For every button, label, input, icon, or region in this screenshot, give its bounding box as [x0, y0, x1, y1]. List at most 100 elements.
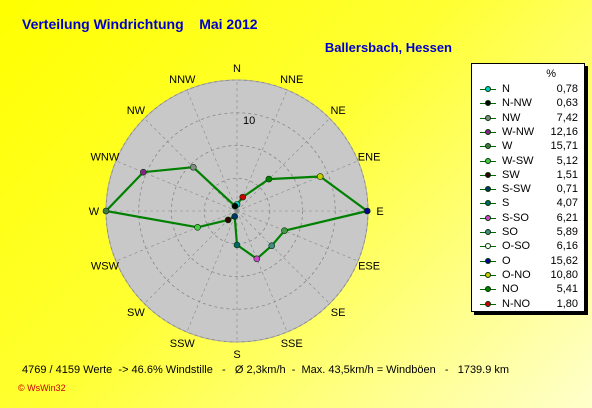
legend-item: SW 1,51 — [472, 168, 584, 183]
legend-item: N 0,78 — [472, 82, 584, 97]
direction-label-NE: NE — [330, 105, 345, 117]
legend-dot-marker — [485, 214, 491, 221]
legend-name: S — [502, 197, 510, 210]
legend-value: 5,12 — [556, 154, 578, 167]
chart-title: Verteilung Windrichtung Mai 2012 — [22, 16, 258, 32]
direction-label-SSW: SSW — [170, 338, 196, 350]
legend-dot-marker — [485, 271, 491, 278]
grid-spoke-NE — [236, 118, 330, 212]
grid-spoke-NNE — [236, 89, 288, 212]
grid-spoke-WSW — [115, 210, 238, 262]
legend-name: SO — [502, 226, 518, 238]
legend-name: O-SO — [502, 240, 531, 253]
legend-item: W-SW 5,12 — [472, 154, 584, 169]
legend-value: 7,42 — [556, 111, 578, 124]
data-point-WSW — [194, 224, 201, 231]
grid-spoke-ENE — [236, 160, 359, 212]
direction-label-S: S — [233, 349, 240, 361]
legend-item: W 15,71 — [472, 139, 584, 154]
legend-dot-marker — [485, 229, 491, 235]
legend-value: 5,89 — [556, 226, 578, 238]
data-point-WNW — [140, 168, 147, 176]
grid-spoke-WNW — [115, 160, 238, 212]
legend-dot-marker — [485, 100, 491, 107]
grid-spoke-SSE — [236, 210, 288, 333]
legend-item: W-NW 12,16 — [472, 125, 584, 140]
legend-name: N-NW — [502, 97, 532, 110]
legend-item: O-SO 6,16 — [472, 239, 584, 254]
legend-item: N-NO 1,80 — [472, 297, 584, 312]
data-point-SSE — [253, 255, 261, 263]
legend-name: W-NW — [502, 125, 535, 138]
legend-name: SW — [502, 168, 520, 181]
legend-item: S 4,07 — [472, 196, 584, 211]
direction-label-NW: NW — [127, 105, 146, 117]
legend-item: O 15,62 — [472, 254, 584, 269]
direction-label-NNW: NNW — [169, 74, 196, 86]
direction-label-N: N — [233, 63, 241, 75]
legend-dot-marker — [485, 128, 491, 135]
data-point-NNE — [239, 193, 247, 201]
direction-label-E: E — [376, 206, 383, 218]
legend: % N 0,78 N-NW 0,63 NW 7,42 W-NW 12,16 W 15,71 W-SW… — [471, 63, 585, 312]
legend-value: 10,80 — [550, 268, 578, 281]
legend-item: NO 5,41 — [472, 282, 584, 297]
legend-dot-marker — [485, 157, 491, 164]
legend-name: W — [502, 140, 513, 153]
legend-name: N — [502, 83, 510, 95]
data-point-NNW — [231, 202, 239, 210]
legend-dot-marker — [485, 286, 491, 293]
legend-value: 15,62 — [550, 254, 578, 267]
data-point-SE — [268, 242, 276, 250]
ring-label: 10 — [243, 115, 255, 127]
direction-label-SW: SW — [127, 307, 145, 319]
direction-label-W: W — [89, 206, 100, 218]
legend-value: 1,51 — [556, 168, 578, 181]
grid-spoke-NW — [144, 118, 238, 212]
grid-spoke-SSW — [186, 210, 238, 333]
data-point-ENE — [316, 173, 324, 180]
data-point-W — [102, 207, 110, 215]
data-point-ESE — [281, 227, 288, 234]
legend-unit: % — [546, 68, 556, 80]
legend-dot-marker — [485, 243, 491, 250]
location-subtitle: Ballersbach, Hessen — [324, 40, 452, 55]
legend-name: N-NO — [502, 297, 531, 310]
grid-spoke-SW — [144, 210, 238, 304]
legend-name: S-SO — [502, 211, 529, 224]
legend-name: NO — [502, 283, 519, 296]
data-point-E — [363, 207, 371, 215]
legend-value: 1,80 — [556, 297, 578, 310]
data-point-S — [233, 241, 241, 249]
data-point-NW — [189, 163, 197, 171]
legend-name: O — [502, 254, 511, 267]
data-point-SW — [224, 216, 232, 224]
legend-item: SO 5,89 — [472, 225, 584, 240]
direction-label-SE: SE — [331, 307, 346, 319]
grid-spoke-SE — [236, 210, 330, 304]
direction-label-ESE: ESE — [358, 261, 380, 273]
direction-label-NNE: NNE — [280, 74, 303, 86]
legend-item: N-NW 0,63 — [472, 96, 584, 111]
legend-item: S-SO 6,21 — [472, 211, 584, 226]
legend-value: 6,16 — [556, 240, 578, 253]
legend-name: S-SW — [502, 183, 531, 196]
legend-value: 15,71 — [550, 140, 578, 153]
statistics-footer: 4769 / 4159 Werte -> 46.6% Windstille - … — [22, 364, 510, 376]
legend-item: O-NO 10,80 — [472, 268, 584, 283]
legend-dot-marker — [485, 143, 491, 150]
legend-value: 6,21 — [556, 211, 578, 224]
legend-item: S-SW 0,71 — [472, 182, 584, 197]
legend-dot-marker — [485, 186, 491, 193]
legend-dot-marker — [485, 300, 491, 307]
legend-value: 0,78 — [556, 83, 578, 95]
legend-dot-marker — [485, 171, 491, 178]
legend-dot-marker — [485, 257, 491, 264]
legend-value: 0,71 — [556, 183, 578, 196]
direction-label-ENE: ENE — [358, 151, 381, 163]
direction-label-WNW: WNW — [91, 151, 120, 163]
legend-value: 0,63 — [556, 97, 578, 110]
data-point-NE — [265, 175, 273, 183]
legend-dot-marker — [485, 200, 491, 207]
